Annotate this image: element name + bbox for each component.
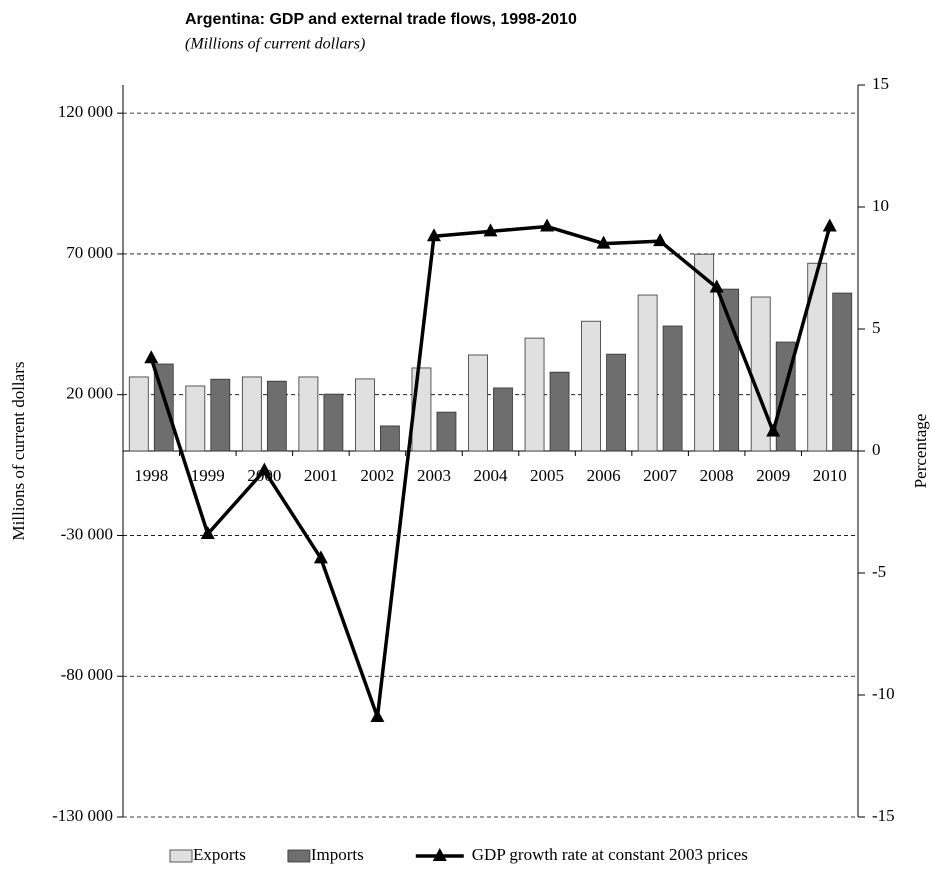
bar xyxy=(637,294,658,452)
x-tick-label: 2005 xyxy=(530,466,564,485)
line-marker xyxy=(540,218,555,232)
y2-axis-label: Percentage xyxy=(911,414,930,489)
y-tick-label: -30 000 xyxy=(61,524,113,543)
legend-label: GDP growth rate at constant 2003 prices xyxy=(472,845,748,864)
bar xyxy=(436,411,457,452)
bar xyxy=(241,376,262,452)
bar xyxy=(355,378,375,452)
x-tick-label: 2003 xyxy=(417,466,451,485)
line-marker xyxy=(200,525,215,539)
x-tick-label: 2008 xyxy=(700,466,734,485)
y-axis-label: Millions of current dollars xyxy=(9,362,28,541)
y-tick-label: 120 000 xyxy=(58,102,113,121)
bar xyxy=(524,337,545,452)
bar xyxy=(581,320,601,452)
x-tick-label: 2010 xyxy=(813,466,847,485)
bar xyxy=(128,376,149,452)
bar xyxy=(493,387,513,452)
line-marker xyxy=(313,550,328,564)
y-tick-label: 70 000 xyxy=(66,243,113,262)
line-marker xyxy=(596,235,611,249)
y2-tick-label: -15 xyxy=(872,806,895,825)
y2-tick-label: 15 xyxy=(872,74,889,93)
bar xyxy=(662,325,683,452)
line-marker xyxy=(653,233,668,247)
line-marker xyxy=(766,423,781,437)
x-tick-label: 2002 xyxy=(360,466,394,485)
y2-tick-label: 5 xyxy=(872,318,881,337)
bar xyxy=(807,262,828,452)
bar xyxy=(298,376,319,452)
legend-swatch xyxy=(169,849,193,863)
legend-swatch xyxy=(287,849,311,863)
chart-title: Argentina: GDP and external trade flows,… xyxy=(185,11,577,28)
y2-tick-label: -10 xyxy=(872,684,895,703)
x-tick-label: 1998 xyxy=(134,466,168,485)
x-tick-label: 1999 xyxy=(191,466,225,485)
line-marker xyxy=(426,228,441,242)
line-marker xyxy=(257,462,272,476)
bar xyxy=(266,380,287,452)
bar xyxy=(380,425,400,452)
y2-tick-label: -5 xyxy=(872,562,886,581)
y-tick-label: -130 000 xyxy=(52,806,113,825)
line-marker xyxy=(144,350,159,364)
chart-subtitle: (Millions of current dollars) xyxy=(185,36,365,53)
bar xyxy=(719,288,740,452)
bar xyxy=(832,292,853,452)
y2-tick-label: 0 xyxy=(872,440,881,459)
y-tick-label: -80 000 xyxy=(61,665,113,684)
bar xyxy=(606,353,626,452)
bar xyxy=(750,296,771,452)
legend-marker xyxy=(432,848,447,861)
line-marker xyxy=(822,218,837,232)
bar xyxy=(185,385,206,452)
bar xyxy=(549,371,570,452)
x-tick-label: 2001 xyxy=(304,466,338,485)
bar xyxy=(210,378,231,452)
line-marker xyxy=(483,223,498,237)
line-marker xyxy=(709,279,724,293)
y-tick-label: 20 000 xyxy=(66,384,113,403)
legend-label: Imports xyxy=(311,845,364,864)
x-tick-label: 2004 xyxy=(474,466,509,485)
bar xyxy=(694,253,715,452)
bar xyxy=(468,354,488,452)
x-tick-label: 2009 xyxy=(756,466,790,485)
x-tick-label: 2007 xyxy=(643,466,678,485)
bar xyxy=(323,393,344,452)
legend-label: Exports xyxy=(193,845,246,864)
line-marker xyxy=(370,708,385,722)
y2-tick-label: 10 xyxy=(872,196,889,215)
x-tick-label: 2006 xyxy=(587,466,621,485)
